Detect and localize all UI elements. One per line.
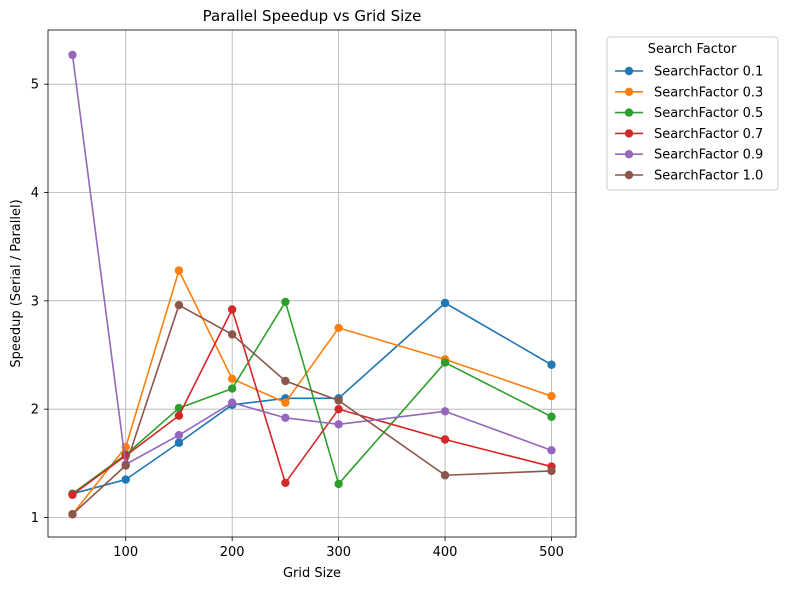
legend-label: SearchFactor 0.9 [654, 148, 763, 163]
data-point [68, 490, 77, 499]
series-group [68, 50, 556, 519]
legend-label: SearchFactor 1.0 [654, 169, 763, 184]
y-tick-label: 2 [31, 403, 39, 418]
y-tick-label: 3 [31, 294, 39, 309]
data-point [334, 420, 343, 429]
data-point [440, 435, 450, 444]
plot-area [47, 29, 577, 538]
data-point [281, 478, 290, 488]
data-point [281, 413, 290, 423]
series-4 [68, 305, 556, 499]
data-point [547, 412, 556, 421]
data-point [547, 446, 556, 455]
series-line [71, 304, 552, 515]
legend-marker [624, 108, 634, 117]
series-1 [68, 298, 556, 498]
legend-marker [624, 170, 634, 180]
data-point [174, 411, 184, 420]
data-point [547, 466, 556, 476]
data-point [227, 398, 237, 407]
data-point [334, 396, 343, 405]
data-point [440, 471, 450, 480]
data-point [334, 404, 343, 414]
legend-label: SearchFactor 0.7 [654, 127, 763, 142]
legend-label: SearchFactor 0.3 [654, 85, 763, 100]
data-point [174, 438, 184, 447]
legend-item: SearchFactor 0.3 [615, 85, 763, 100]
data-point [227, 374, 237, 384]
data-point [334, 479, 343, 489]
series-line [72, 301, 552, 495]
data-point [121, 475, 130, 484]
x-tick-label: 100 [113, 545, 138, 560]
x-tick-label: 200 [220, 545, 245, 560]
x-tick-label: 300 [326, 545, 351, 560]
series-line [71, 269, 552, 515]
x-tick-label: 400 [433, 545, 458, 560]
data-point [174, 266, 184, 275]
data-point [68, 50, 77, 60]
legend-item: SearchFactor 0.1 [615, 65, 763, 80]
series-line [72, 308, 552, 496]
data-point [547, 391, 556, 401]
legend-box [606, 36, 779, 191]
series-line [71, 54, 552, 466]
x-tick-label: 500 [539, 545, 564, 560]
data-point [174, 430, 184, 440]
grid [48, 30, 576, 537]
series-line [72, 302, 552, 495]
y-tick-label: 4 [31, 186, 39, 201]
legend-marker [624, 150, 634, 159]
y-axis-title: Speedup (Serial / Parallel) [9, 199, 24, 367]
y-tick-label: 5 [31, 78, 39, 93]
data-point [227, 384, 237, 393]
legend-item: SearchFactor 0.5 [615, 106, 763, 121]
chart-title: Parallel Speedup vs Grid Size [203, 7, 422, 25]
legend-marker [624, 129, 634, 138]
data-point [281, 376, 290, 386]
legend-marker [624, 87, 634, 97]
series-6 [68, 300, 556, 519]
data-point [121, 461, 130, 470]
data-point [440, 298, 450, 308]
x-axis-title: Grid Size [283, 566, 341, 581]
data-point [547, 360, 556, 369]
data-point [440, 358, 450, 367]
series-5 [68, 50, 556, 469]
data-point [68, 510, 77, 519]
data-point [227, 305, 237, 314]
data-point [227, 330, 237, 339]
legend-marker [624, 66, 634, 76]
data-point [174, 300, 184, 310]
data-point [281, 297, 290, 307]
legend-label: SearchFactor 0.5 [654, 106, 763, 121]
data-point [440, 407, 450, 416]
legend-title: Search Factor [648, 42, 737, 57]
legend-label: SearchFactor 0.1 [654, 65, 763, 80]
legend-item: SearchFactor 0.9 [615, 148, 763, 163]
legend: Search Factor SearchFactor 0.1 SearchFact… [606, 36, 779, 191]
data-point [281, 398, 290, 407]
data-point [334, 323, 343, 333]
axis-ticks: 100 200 300 400 500 1 2 3 4 5 [31, 78, 564, 560]
y-tick-label: 1 [31, 511, 39, 526]
legend-item: SearchFactor 1.0 [615, 169, 763, 184]
legend-item: SearchFactor 0.7 [615, 127, 763, 142]
